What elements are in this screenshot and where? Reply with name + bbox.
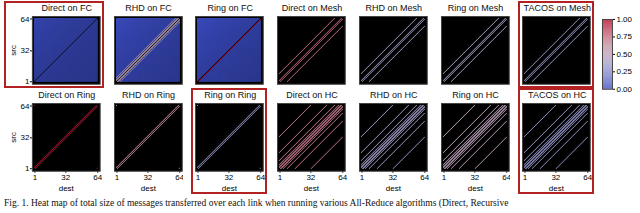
svg-text:dest: dest [140,184,156,192]
html-text:Ring on HC: Ring on HC [452,89,499,100]
svg-text:src: src [9,132,18,143]
svg-text:32: 32 [470,173,479,182]
svg-text:src: src [9,45,18,56]
svg-text:0.50: 0.50 [617,50,633,59]
svg-text:32: 32 [21,133,30,142]
svg-text:dest: dest [467,184,483,192]
svg-text:1: 1 [441,173,446,182]
svg-text:64: 64 [257,173,265,182]
html-text:Direct on Ring: Direct on Ring [38,89,96,100]
svg-text:dest: dest [304,184,320,192]
html-text:Direct on FC: Direct on FC [41,3,93,13]
html-text:RHD on HC: RHD on HC [370,89,418,100]
html-text:RHD on Mesh: RHD on Mesh [365,3,422,13]
svg-text:1: 1 [196,173,201,182]
svg-text:32: 32 [552,173,561,182]
svg-text:1: 1 [33,173,38,182]
svg-text:64: 64 [175,173,183,182]
svg-text:32: 32 [388,173,397,182]
svg-text:32: 32 [143,173,152,182]
svg-text:1: 1 [360,173,365,182]
svg-text:32: 32 [61,173,70,182]
svg-text:dest: dest [222,184,238,192]
html-text:RHD on Ring: RHD on Ring [122,89,175,100]
svg-text:32: 32 [307,173,316,182]
html-text:Fig. 1. Heat map of total size: Fig. 1. Heat map of total size of messag… [4,198,509,209]
svg-text:0.25: 0.25 [617,67,633,76]
svg-text:32: 32 [21,46,30,55]
svg-text:64: 64 [584,173,592,182]
svg-text:1: 1 [114,173,119,182]
html-text:Ring on Ring: Ring on Ring [204,89,257,100]
html-text:Ring on FC: Ring on FC [207,3,253,13]
svg-text:dest: dest [549,184,565,192]
svg-text:64: 64 [420,173,428,182]
html-text:Direct on HC: Direct on HC [286,89,338,100]
svg-text:64: 64 [502,173,510,182]
svg-text:1.00: 1.00 [617,15,633,24]
svg-text:1: 1 [278,173,283,182]
html-text:Ring on Mesh: Ring on Mesh [447,3,504,13]
html-text:RHD on FC: RHD on FC [125,3,172,13]
svg-text:1: 1 [25,77,30,85]
svg-text:64: 64 [93,173,101,182]
html-text:TACOS on HC: TACOS on HC [528,89,587,100]
svg-text:32: 32 [225,173,234,182]
html-text:Direct on Mesh: Direct on Mesh [281,3,343,13]
svg-text:1: 1 [523,173,528,182]
html-text:TACOS on Mesh: TACOS on Mesh [523,3,591,13]
svg-text:dest: dest [59,184,75,192]
svg-text:64: 64 [21,15,30,24]
svg-text:dest: dest [386,184,402,192]
svg-text:64: 64 [21,101,30,110]
svg-text:0.75: 0.75 [617,32,633,41]
svg-text:0.00: 0.00 [617,85,633,94]
svg-text:1: 1 [25,164,30,173]
svg-text:64: 64 [338,173,346,182]
